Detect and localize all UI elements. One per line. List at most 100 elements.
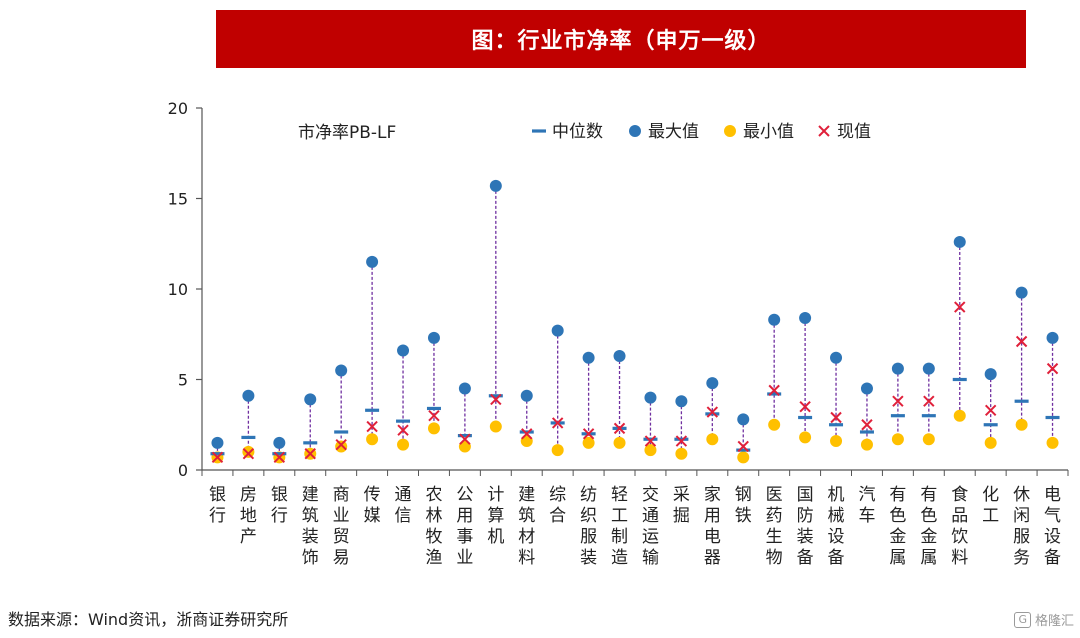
current-point	[490, 393, 502, 406]
legend-label: 最小值	[743, 122, 794, 142]
current-stroke	[521, 428, 533, 440]
current-stroke	[954, 301, 966, 313]
max-point	[520, 389, 533, 402]
current-point	[644, 435, 657, 447]
max-legend-icon	[629, 125, 641, 137]
current-point	[954, 301, 966, 313]
max-point	[706, 377, 719, 390]
category-label: 家用电器	[704, 485, 721, 568]
current-stroke	[551, 417, 564, 429]
legend-item-min: 最小值	[724, 122, 794, 142]
current-point	[335, 438, 347, 451]
current-point	[861, 419, 873, 431]
category-label: 钢铁	[735, 485, 752, 526]
min-point	[799, 431, 812, 444]
min-point	[1046, 436, 1059, 449]
max-point	[458, 382, 471, 395]
min-legend-icon	[724, 125, 736, 137]
min-point	[830, 435, 843, 448]
page-title: 图：行业市净率（申万一级）	[471, 29, 771, 54]
current-point	[984, 404, 997, 416]
max-point	[613, 349, 626, 362]
min-point	[860, 438, 873, 451]
source-note: 数据来源：Wind资讯，浙商证券研究所	[8, 610, 289, 629]
category-label: 建筑材料	[518, 485, 535, 568]
min-point	[613, 436, 626, 449]
max-point	[273, 436, 286, 449]
legend: 中位数 最大值 最小值 现值	[532, 122, 871, 142]
min-point	[922, 433, 935, 446]
max-point	[830, 351, 843, 364]
category-label: 商业贸易	[333, 485, 350, 568]
current-point	[613, 422, 626, 435]
min-point	[427, 422, 440, 435]
current-stroke	[582, 428, 595, 440]
current-point	[923, 395, 935, 407]
current-stroke	[1046, 362, 1059, 375]
title-banner: 图：行业市净率（申万一级）	[216, 10, 1026, 68]
min-point	[644, 444, 657, 457]
watermark: G 格隆汇	[1014, 610, 1074, 629]
category-label: 食品饮料	[951, 485, 968, 568]
current-stroke	[1015, 335, 1028, 348]
current-point	[706, 406, 719, 418]
current-stroke	[613, 422, 626, 435]
category-label: 轻工制造	[611, 485, 628, 568]
current-stroke	[737, 440, 749, 453]
current-stroke	[799, 400, 811, 413]
current-point	[242, 448, 255, 460]
min-point	[984, 436, 997, 449]
legend-label: 最大值	[648, 122, 699, 142]
category-label: 休闲服务	[1013, 485, 1030, 568]
y-tick-label: 15	[168, 190, 188, 209]
category-label: 医药生物	[766, 485, 783, 568]
min-point	[582, 436, 595, 449]
current-stroke	[892, 395, 904, 407]
current-point	[768, 384, 780, 397]
current-stroke	[830, 411, 842, 424]
watermark-logo-icon: G	[1014, 611, 1031, 628]
current-point	[428, 409, 440, 422]
current-legend-icon	[818, 125, 830, 137]
current-stroke	[335, 438, 347, 451]
category-label: 农林牧渔	[425, 485, 442, 568]
current-point	[273, 451, 286, 464]
max-point	[1015, 286, 1028, 299]
min-point	[675, 447, 688, 460]
min-point	[891, 433, 904, 446]
current-stroke	[644, 435, 657, 447]
max-point	[799, 311, 812, 324]
category-label: 纺织服装	[580, 485, 597, 568]
max-point	[366, 255, 379, 268]
category-label: 建筑装饰	[302, 485, 319, 568]
max-point	[1046, 331, 1059, 344]
current-stroke	[861, 419, 873, 431]
category-label: 银行	[271, 485, 288, 526]
legend-item-current: 现值	[818, 122, 871, 142]
current-stroke	[211, 451, 224, 464]
current-point	[737, 440, 749, 453]
current-point	[304, 448, 316, 460]
current-stroke	[459, 433, 471, 445]
max-point	[242, 389, 255, 402]
current-point	[366, 420, 378, 433]
max-point	[953, 235, 966, 248]
category-label: 综合	[549, 485, 566, 526]
category-label: 汽车	[858, 485, 875, 526]
current-stroke	[304, 448, 316, 460]
min-point	[335, 440, 348, 453]
y-tick-label: 20	[168, 99, 188, 118]
current-point	[892, 395, 904, 407]
y-tick-label: 0	[178, 461, 188, 480]
category-label: 采掘	[673, 485, 690, 526]
max-point	[644, 391, 657, 404]
y-tick-label: 5	[178, 371, 188, 390]
current-stroke	[490, 393, 502, 406]
max-point	[335, 364, 348, 377]
max-point	[551, 324, 564, 337]
category-label: 公用事业	[456, 485, 473, 568]
category-label: 银行	[209, 485, 226, 526]
min-point	[366, 433, 379, 446]
min-point	[1015, 418, 1028, 431]
